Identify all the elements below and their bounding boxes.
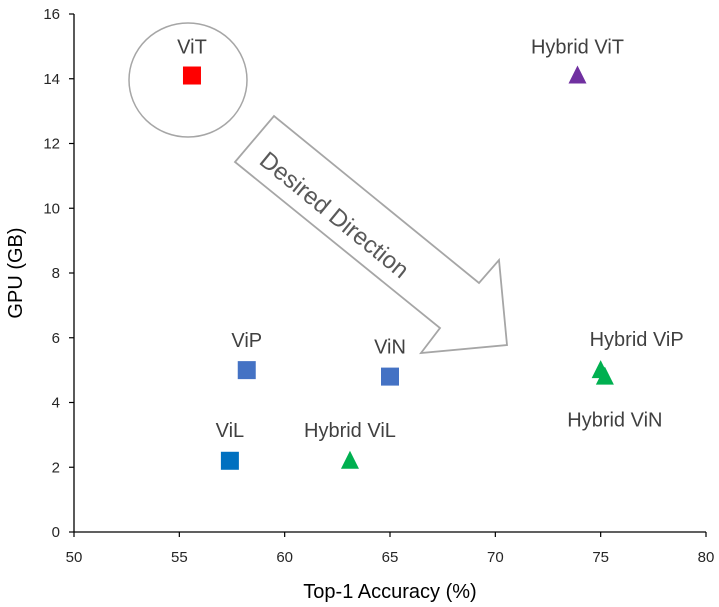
point-vit	[182, 66, 201, 85]
point-label-vit: ViT	[177, 37, 207, 59]
desired-direction-arrow	[233, 114, 508, 355]
x-tick-label: 80	[698, 549, 715, 566]
point-label-vip: ViP	[231, 330, 262, 352]
x-tick-label: 60	[276, 549, 293, 566]
y-axis-title: GPU (GB)	[5, 227, 27, 318]
y-tick-label: 6	[52, 330, 60, 347]
x-tick-label: 65	[382, 549, 399, 566]
x-tick-label: 75	[592, 549, 609, 566]
point-label-hybrid-vit: Hybrid ViT	[531, 37, 624, 59]
y-tick-label: 10	[43, 200, 60, 217]
y-tick-label: 4	[52, 395, 60, 412]
point-label-hybrid-vip: Hybrid ViP	[590, 329, 684, 351]
x-axis-title: Top-1 Accuracy (%)	[303, 581, 476, 603]
point-label-hybrid-vin: Hybrid ViN	[567, 410, 662, 432]
point-vil	[220, 451, 239, 470]
point-label-hybrid-vil: Hybrid ViL	[304, 420, 396, 442]
y-tick-label: 16	[43, 6, 60, 23]
point-hybrid-vin	[595, 366, 614, 385]
point-vip	[237, 361, 256, 380]
point-label-vin: ViN	[374, 337, 406, 359]
point-vin	[381, 367, 399, 386]
y-tick-label: 8	[52, 265, 60, 282]
y-tick-label: 0	[52, 524, 60, 541]
y-tick-label: 2	[52, 459, 60, 476]
point-hybrid-vil	[340, 450, 359, 469]
point-hybrid-vit	[568, 65, 587, 84]
y-tick-label: 12	[43, 136, 60, 153]
y-tick-label: 14	[43, 71, 60, 88]
x-tick-label: 70	[487, 549, 504, 566]
point-label-vil: ViL	[216, 420, 245, 442]
vit-highlight-circle	[128, 22, 248, 138]
x-tick-label: 50	[66, 549, 83, 566]
x-tick-label: 55	[171, 549, 188, 566]
